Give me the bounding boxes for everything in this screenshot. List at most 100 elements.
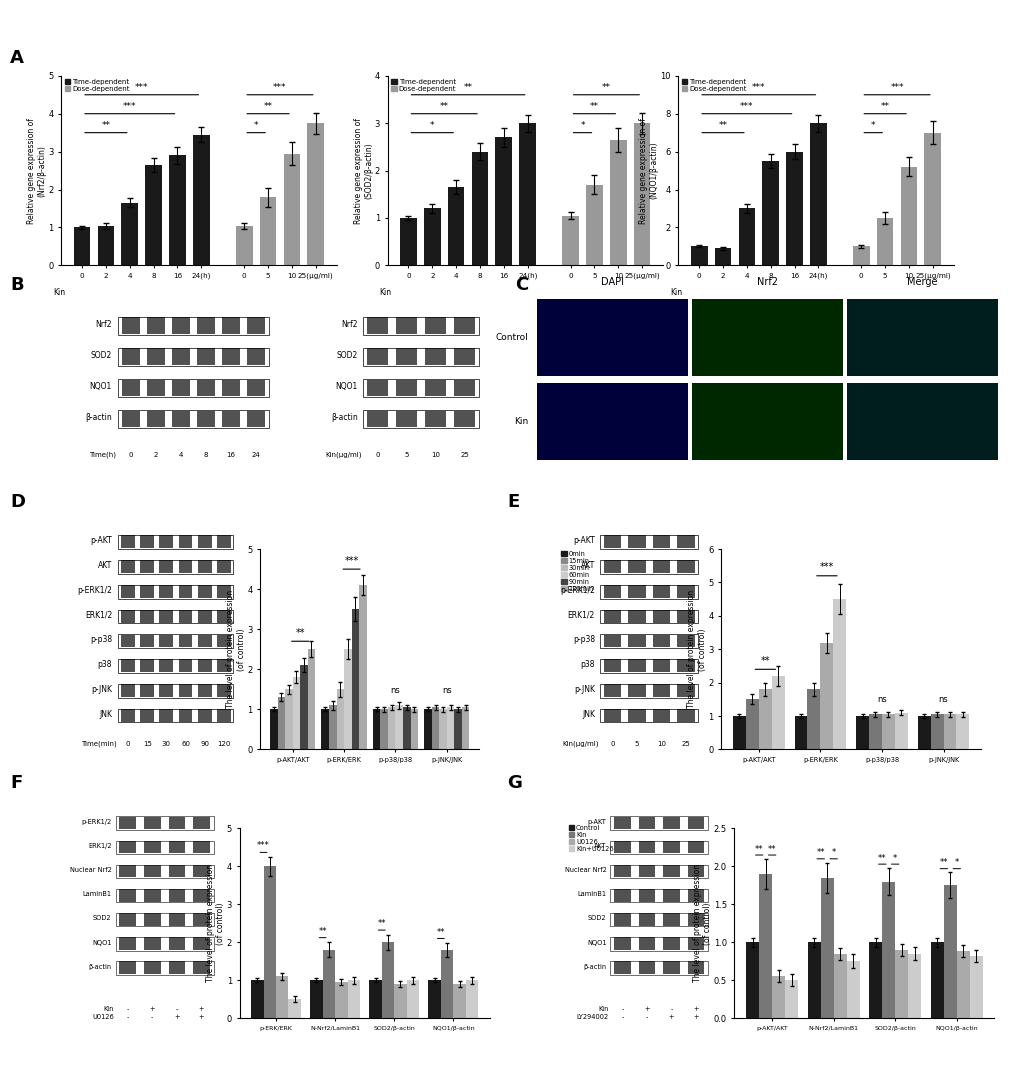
- Text: **: **: [589, 102, 598, 110]
- Bar: [144, 913, 161, 926]
- Text: JNK: JNK: [582, 709, 594, 719]
- Bar: [307, 123, 324, 265]
- Bar: [193, 913, 210, 926]
- Bar: [628, 610, 645, 623]
- Bar: [687, 962, 704, 974]
- Text: 8: 8: [204, 452, 208, 458]
- Text: Time(h): Time(h): [89, 452, 116, 458]
- Text: 5: 5: [405, 452, 409, 458]
- Bar: [141, 635, 154, 648]
- Bar: [172, 349, 190, 365]
- Text: JNK: JNK: [99, 709, 112, 719]
- Text: **: **: [879, 102, 889, 110]
- Bar: [193, 937, 210, 950]
- Text: p38: p38: [580, 661, 594, 669]
- Bar: [217, 560, 230, 573]
- Text: D: D: [10, 493, 25, 511]
- Text: **: **: [296, 628, 305, 639]
- Bar: [144, 962, 161, 974]
- Bar: [462, 707, 469, 749]
- Text: p38: p38: [98, 661, 112, 669]
- Text: Kin: Kin: [53, 288, 65, 297]
- Bar: [118, 660, 233, 673]
- Bar: [633, 123, 650, 265]
- Bar: [807, 690, 819, 749]
- Bar: [758, 874, 771, 1018]
- Bar: [178, 535, 193, 548]
- Text: **: **: [877, 853, 886, 862]
- Bar: [628, 535, 645, 548]
- Bar: [969, 956, 981, 1018]
- Bar: [745, 700, 758, 749]
- Bar: [343, 649, 352, 749]
- Bar: [628, 635, 645, 648]
- Text: 0: 0: [128, 452, 132, 458]
- Text: p-ERK1/2: p-ERK1/2: [82, 819, 112, 825]
- Bar: [855, 716, 868, 749]
- Bar: [425, 379, 445, 395]
- Text: Kin: Kin: [597, 1006, 607, 1012]
- Text: **: **: [754, 845, 762, 853]
- Text: Kin(μg/ml): Kin(μg/ml): [325, 452, 361, 458]
- Bar: [119, 962, 136, 974]
- Text: -: -: [126, 1006, 128, 1012]
- Text: **: **: [767, 845, 775, 853]
- Text: **: **: [938, 858, 947, 867]
- Text: NQO1: NQO1: [586, 940, 606, 945]
- Bar: [168, 817, 185, 830]
- Bar: [329, 705, 336, 749]
- Bar: [807, 942, 820, 1018]
- Bar: [917, 716, 929, 749]
- Bar: [820, 877, 833, 1018]
- Text: p-AKT: p-AKT: [573, 536, 594, 546]
- Bar: [310, 980, 322, 1018]
- Bar: [198, 610, 211, 623]
- Bar: [178, 635, 193, 648]
- Bar: [613, 937, 630, 950]
- Text: **: **: [377, 919, 385, 928]
- Text: **: **: [318, 927, 326, 936]
- Text: E: E: [506, 493, 519, 511]
- Bar: [300, 665, 308, 749]
- Text: +: +: [199, 1015, 204, 1020]
- Bar: [396, 349, 417, 365]
- Bar: [115, 864, 213, 878]
- Bar: [930, 942, 943, 1018]
- Bar: [609, 817, 707, 830]
- Text: **: **: [263, 102, 272, 110]
- Bar: [172, 379, 190, 395]
- Bar: [159, 660, 173, 673]
- Bar: [613, 889, 630, 901]
- Bar: [425, 349, 445, 365]
- Bar: [363, 410, 479, 428]
- Text: *: *: [893, 853, 897, 862]
- Bar: [141, 684, 154, 697]
- Text: NQO1: NQO1: [92, 940, 112, 945]
- Bar: [159, 684, 173, 697]
- Bar: [144, 817, 161, 830]
- Text: 5: 5: [634, 741, 639, 747]
- Bar: [410, 709, 418, 749]
- Bar: [733, 716, 745, 749]
- Text: +: +: [693, 1006, 698, 1012]
- Bar: [198, 684, 211, 697]
- Text: Control: Control: [495, 334, 528, 342]
- Text: Nuclear Nrf2: Nuclear Nrf2: [564, 867, 606, 873]
- Bar: [452, 983, 466, 1018]
- Text: +: +: [174, 1015, 179, 1020]
- Text: p-ERK1/2: p-ERK1/2: [77, 586, 112, 595]
- Bar: [677, 610, 694, 623]
- Text: SOD2: SOD2: [91, 351, 111, 360]
- Bar: [144, 865, 161, 877]
- Text: ***: ***: [135, 83, 149, 92]
- Bar: [141, 535, 154, 548]
- Text: β-actin: β-actin: [583, 964, 606, 969]
- Bar: [276, 977, 288, 1018]
- Text: 120: 120: [217, 741, 230, 747]
- Bar: [852, 247, 869, 265]
- Bar: [599, 585, 698, 599]
- Bar: [321, 709, 329, 749]
- Bar: [561, 216, 579, 265]
- Bar: [168, 962, 185, 974]
- Text: 24: 24: [252, 452, 260, 458]
